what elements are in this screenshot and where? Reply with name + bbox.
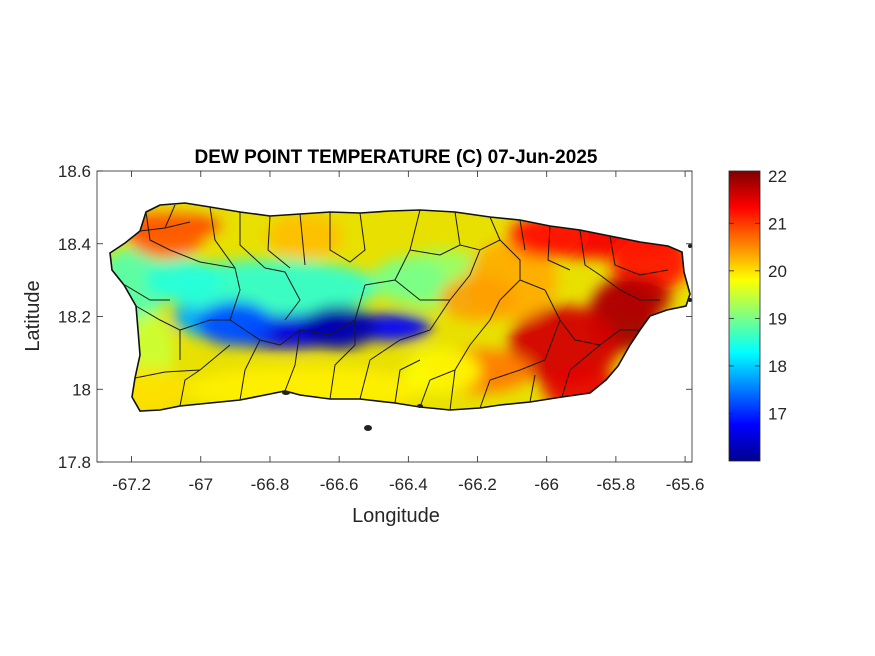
colorbar-gradient xyxy=(728,170,761,462)
colorbar-tick-label: 18 xyxy=(768,357,787,376)
observation-3 xyxy=(128,214,205,259)
dewpoint-field xyxy=(110,203,690,411)
x-tick-label: -66 xyxy=(534,475,559,494)
x-tick-label: -65.6 xyxy=(666,475,705,494)
colorbar-tick-label: 20 xyxy=(768,262,787,281)
observation-6 xyxy=(370,258,447,303)
x-tick-label: -65.8 xyxy=(597,475,636,494)
y-tick-label: 17.8 xyxy=(58,453,91,472)
chart-title: DEW POINT TEMPERATURE (C) 07-Jun-2025 xyxy=(195,147,598,168)
y-tick-label: 18.4 xyxy=(58,235,91,254)
y-axis-ticks: 18.6 18.4 18.2 18 17.8 xyxy=(58,162,692,472)
observation-2 xyxy=(145,258,222,303)
observation-0 xyxy=(301,305,378,350)
x-tick-label: -67 xyxy=(188,475,213,494)
observation-9 xyxy=(595,276,672,321)
colorbar-tick-label: 21 xyxy=(768,214,787,233)
x-tick-label: -67.2 xyxy=(112,475,151,494)
colorbar-tick-label: 22 xyxy=(768,167,787,186)
x-tick-label: -66.4 xyxy=(389,475,428,494)
y-tick-label: 18.6 xyxy=(58,162,91,181)
x-tick-label: -66.2 xyxy=(458,475,497,494)
colorbar-ticks: 22 21 20 19 18 17 xyxy=(729,167,787,423)
x-tick-label: -66.8 xyxy=(251,475,290,494)
colorbar: 22 21 20 19 18 17 xyxy=(728,167,787,462)
municipality-borders xyxy=(124,204,669,411)
colorbar-tick-label: 19 xyxy=(768,309,787,328)
y-axis-label: Latitude xyxy=(22,280,44,351)
x-tick-label: -66.6 xyxy=(320,475,359,494)
island-outline xyxy=(109,202,691,412)
observation-7 xyxy=(404,349,481,394)
y-tick-label: 18 xyxy=(72,380,91,399)
islets xyxy=(282,244,692,431)
x-axis-ticks: -67.2 -67 -66.8 -66.6 -66.4 -66.2 -66 -65.8 -65.… xyxy=(112,171,704,494)
y-tick-label: 18.2 xyxy=(58,308,91,327)
observation-5 xyxy=(266,214,343,259)
x-axis-label: Longitude xyxy=(352,505,440,527)
colorbar-tick-label: 17 xyxy=(768,404,787,423)
observation-11 xyxy=(439,276,516,321)
